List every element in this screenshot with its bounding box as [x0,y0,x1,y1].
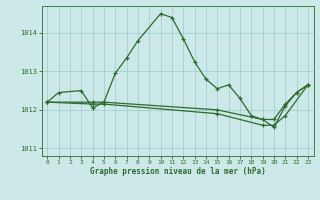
X-axis label: Graphe pression niveau de la mer (hPa): Graphe pression niveau de la mer (hPa) [90,167,266,176]
